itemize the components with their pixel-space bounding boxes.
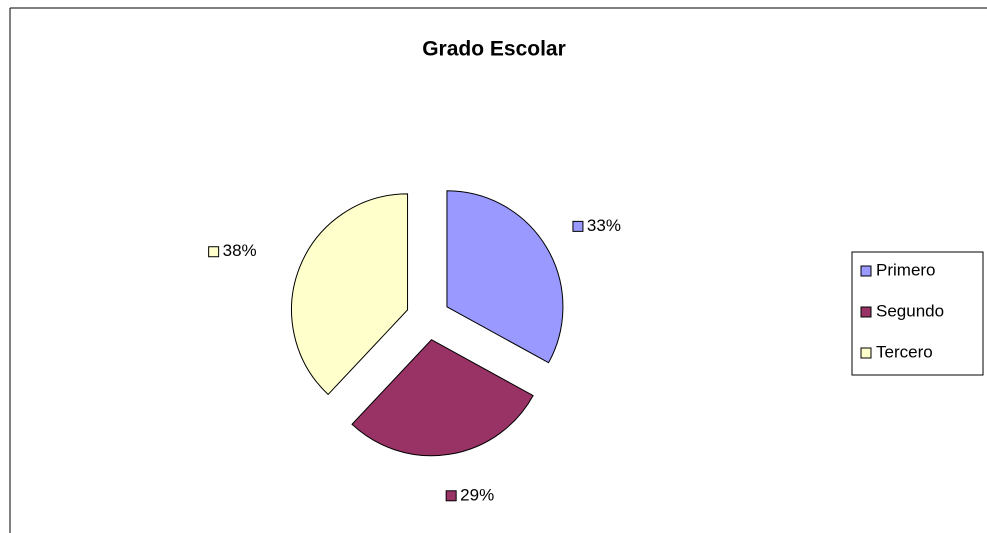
- legend-label: Segundo: [876, 301, 944, 320]
- data-label: 29%: [460, 485, 494, 504]
- label-key: [208, 246, 220, 258]
- pie-slice: [351, 339, 534, 457]
- label-key: [572, 220, 584, 232]
- pie-slice: [446, 190, 564, 364]
- data-label: 38%: [223, 241, 257, 260]
- chart-title: Grado Escolar: [422, 38, 566, 61]
- label-key: [445, 490, 457, 502]
- legend-label: Tercero: [876, 342, 933, 361]
- legend-key: [860, 347, 872, 359]
- legend-key: [860, 306, 872, 318]
- legend: [851, 251, 984, 376]
- legend-label: Primero: [876, 260, 936, 279]
- legend-key: [860, 265, 872, 277]
- data-label: 33%: [587, 216, 621, 235]
- pie-slice: [291, 193, 409, 396]
